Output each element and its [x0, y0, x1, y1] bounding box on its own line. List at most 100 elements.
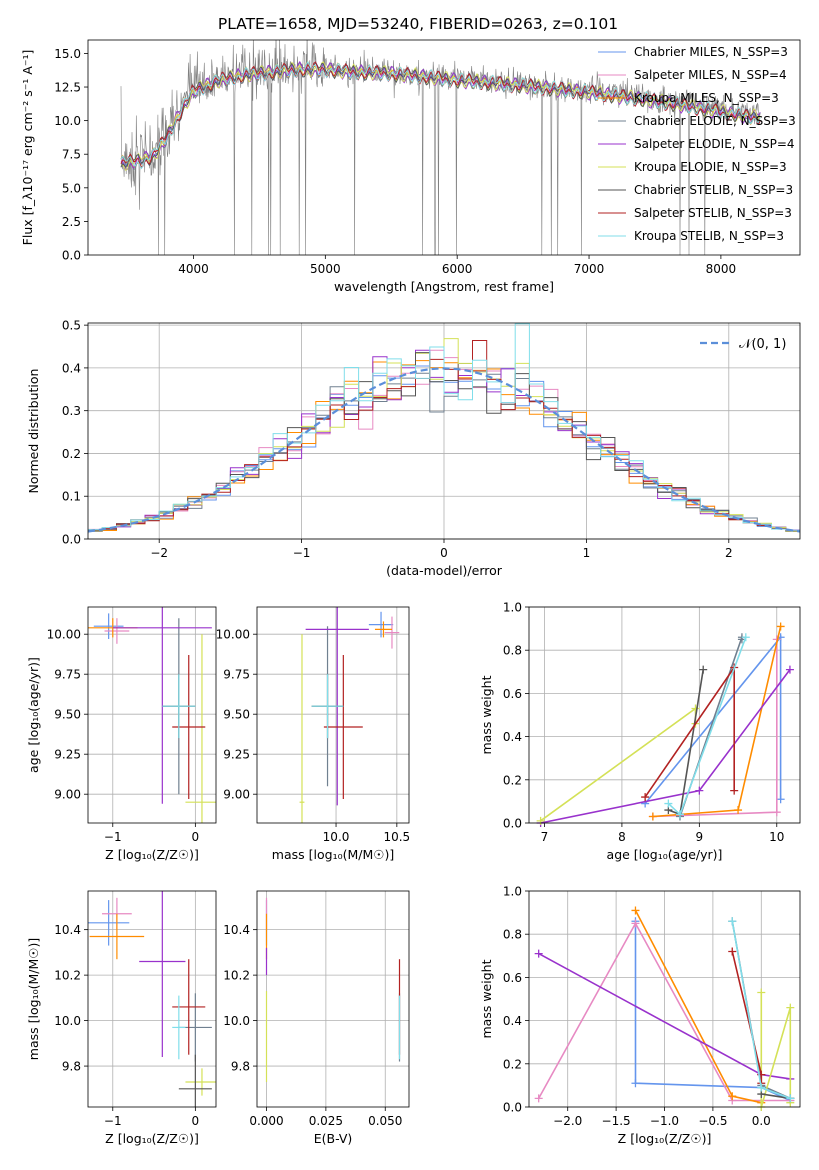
model-spectrum-7	[120, 61, 761, 168]
x-tick-label: −2	[150, 546, 168, 560]
y-tick-label: 2.5	[62, 215, 81, 229]
weight-line-6	[761, 1093, 791, 1100]
x-tick-label: −0.5	[698, 1114, 727, 1128]
plus-marker	[691, 704, 700, 713]
x-tick-label: 0.0	[752, 1114, 771, 1128]
errorbar-point	[384, 616, 400, 649]
y-tick-label: 9.50	[54, 708, 81, 722]
y-tick-label: 5.0	[62, 181, 81, 195]
weight-vs-Z-frame	[528, 890, 801, 1108]
plus-marker	[699, 665, 708, 674]
y-tick-label: 9.8	[62, 1060, 81, 1074]
plus-marker	[786, 1003, 795, 1012]
y-tick-label: 10.4	[223, 923, 250, 937]
errorbar-point	[89, 913, 145, 960]
y-tick-label: 9.00	[54, 788, 81, 802]
y-tick-label: 0.8	[503, 644, 522, 658]
y-tick-label: 10.00	[216, 628, 250, 642]
y-tick-label: 9.8	[231, 1060, 250, 1074]
y-tick-label: 10.4	[54, 923, 81, 937]
gaussian-legend-label: 𝒩(0, 1)	[739, 337, 786, 352]
age-vs-mass-ticks: 10.0 10.5 9.00 9.25 9.50 9.75 10.00	[216, 628, 411, 844]
age-vs-Z-ticks: −1 0 9.00 9.25 9.50 9.75 10.00	[47, 628, 200, 844]
x-tick-label: 10.5	[383, 830, 410, 844]
mass-vs-Z-frame	[87, 890, 217, 1108]
x-axis-label: Z [log₁₀(Z/Z☉)]	[618, 1131, 712, 1146]
x-tick-label: 10	[769, 830, 784, 844]
age-vs-mass-frame	[256, 606, 410, 824]
y-tick-label: 0.0	[503, 817, 522, 831]
plus-marker	[757, 988, 766, 997]
x-tick-label: −1	[293, 546, 311, 560]
legend-label: Salpeter MILES, N_SSP=4	[634, 68, 787, 82]
errorbar-point	[112, 607, 212, 804]
errorbar-point	[368, 611, 394, 638]
weight-vs-age-frame	[528, 606, 801, 824]
gaussian-curve	[88, 367, 800, 533]
y-tick-label: 0.0	[62, 533, 81, 547]
errorbar-point	[374, 621, 392, 638]
plus-marker	[695, 786, 704, 795]
mass-vs-Z-panel: −1 0 9.8 10.0 10.2 10.4 Z [log₁₀(Z/Z☉)] mass [l…	[26, 890, 217, 1146]
plus-marker	[730, 786, 739, 795]
x-tick-label: −1.5	[602, 1114, 631, 1128]
weight-vs-age-ticks: 7 8 9 10 0.0 0.2 0.4 0.6 0.8 1.0	[503, 601, 785, 845]
y-tick-label: 0.6	[503, 971, 522, 985]
y-tick-label: 0.4	[62, 361, 81, 375]
legend-label: Kroupa STELIB, N_SSP=3	[634, 229, 784, 243]
y-tick-label: 0.0	[62, 249, 81, 263]
x-tick-label: −1	[104, 1114, 122, 1128]
y-tick-label: 10.0	[54, 1014, 81, 1028]
x-tick-label: 0	[192, 1114, 200, 1128]
spectrum-panel: 4000 5000 6000 7000 8000 0.0 2.5 5.0 7.5 10.0 12.5…	[20, 39, 801, 294]
y-axis-label: Normed distribution	[26, 369, 41, 494]
legend-label: Chabrier STELIB, N_SSP=3	[634, 183, 793, 197]
errorbar-point	[162, 674, 196, 739]
y-tick-label: 10.2	[54, 969, 81, 983]
y-tick-label: 9.25	[223, 748, 250, 762]
x-tick-label: 0	[192, 830, 200, 844]
y-tick-label: 10.2	[223, 969, 250, 983]
errorbar-point	[299, 634, 305, 823]
plus-marker	[664, 799, 673, 808]
x-tick-label: −2.0	[553, 1114, 582, 1128]
plus-marker	[631, 1079, 640, 1088]
weight-vs-Z-panel: −2.0 −1.5 −1.0 −0.5 0.0 0.0 0.2 0.4 0.6 0.8 1.0 Z […	[479, 885, 801, 1146]
y-tick-label: 12.5	[54, 81, 81, 95]
y-tick-label: 1.0	[503, 885, 522, 899]
residuals-ticks: −2 −1 0 1 2 0.0 0.1 0.2 0.3 0.4 0.5	[62, 319, 733, 560]
x-tick-label: 0.000	[249, 1114, 283, 1128]
legend-label: Kroupa MILES, N_SSP=3	[634, 91, 779, 105]
y-tick-label: 15.0	[54, 47, 81, 61]
x-axis-label: mass [log₁₀(M/M☉)]	[272, 847, 394, 862]
y-tick-label: 10.0	[54, 114, 81, 128]
y-tick-label: 0.2	[62, 447, 81, 461]
mass-vs-ebv-frame	[256, 890, 410, 1108]
plus-marker	[741, 633, 750, 642]
y-axis-label: Flux [f_λ10⁻¹⁷ erg cm⁻² s⁻¹ A⁻¹]	[20, 50, 35, 246]
legend-label: Salpeter STELIB, N_SSP=3	[634, 206, 792, 220]
x-tick-label: 10.0	[323, 830, 350, 844]
plus-marker	[728, 947, 737, 956]
y-tick-label: 0.8	[503, 928, 522, 942]
y-tick-label: 10.00	[47, 628, 81, 642]
x-tick-label: 0.025	[309, 1114, 343, 1128]
x-tick-label: 4000	[178, 262, 209, 276]
x-axis-label: (data-model)/error	[386, 563, 503, 578]
weight-vs-age-panel: 7 8 9 10 0.0 0.2 0.4 0.6 0.8 1.0 age [log₁₀(age/yr…	[479, 601, 801, 862]
plus-marker	[648, 812, 657, 821]
weight-line-5	[760, 992, 792, 1107]
plus-marker	[631, 919, 640, 928]
x-tick-label: −1	[104, 830, 122, 844]
x-tick-label: 5000	[310, 262, 341, 276]
y-tick-label: 0.2	[503, 773, 522, 787]
errorbar-point	[139, 891, 186, 1057]
x-tick-label: 2	[725, 546, 733, 560]
legend-label: Chabrier MILES, N_SSP=3	[634, 45, 788, 59]
plus-marker	[534, 1094, 543, 1103]
errorbar-point	[172, 959, 206, 1055]
errorbar-point	[178, 1054, 212, 1107]
errorbar-point	[88, 900, 130, 946]
figure-title: PLATE=1658, MJD=53240, FIBERID=0263, z=0…	[218, 15, 618, 33]
